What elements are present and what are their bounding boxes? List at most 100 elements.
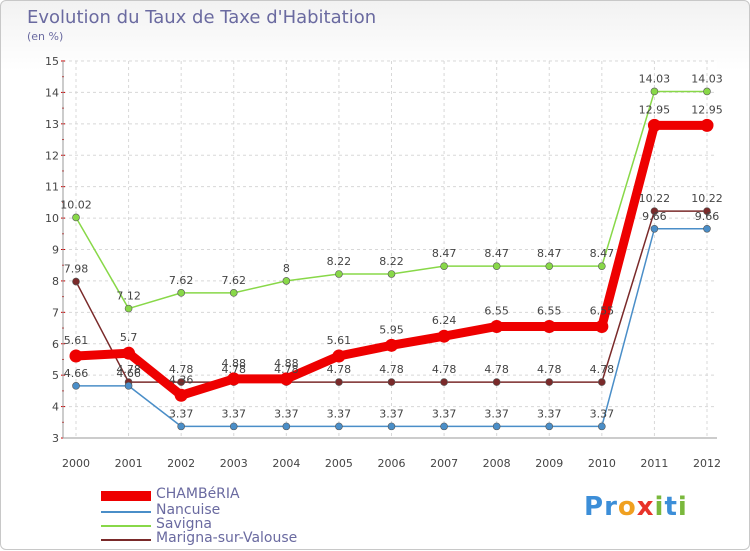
data-point-chamb-ria <box>700 118 714 132</box>
data-point-nancuise <box>387 422 396 431</box>
data-point-marigna-sur-valouse <box>598 378 606 386</box>
chart-subtitle: (en %) <box>27 30 64 43</box>
y-tick-label: 14 <box>45 86 59 99</box>
axes: 3 4 5 6 7 8 9 10 11 12 13 14 15 2000 2001 2002 2003 2004 2… <box>45 55 721 470</box>
data-label-marigna-sur-valouse: 4.78 <box>484 363 509 376</box>
data-point-marigna-sur-valouse <box>492 378 501 386</box>
x-tick-label: 2010 <box>588 457 616 470</box>
data-label-chamb-ria: 5.95 <box>379 323 404 336</box>
data-point-savigna <box>598 262 606 270</box>
data-point-savigna <box>387 270 396 278</box>
data-label-chamb-ria: 12.95 <box>639 103 671 116</box>
data-point-chamb-ria <box>279 372 293 386</box>
data-label-marigna-sur-valouse: 4.78 <box>222 363 247 376</box>
data-label-nancuise: 3.37 <box>537 407 562 420</box>
data-point-nancuise <box>229 422 238 431</box>
data-label-savigna: 8 <box>283 262 290 275</box>
logo-letter: i <box>654 492 665 522</box>
data-point-chamb-ria <box>227 372 241 386</box>
data-point-nancuise <box>598 422 606 431</box>
y-tick-label: 12 <box>45 149 59 162</box>
data-label-marigna-sur-valouse: 4.78 <box>537 363 562 376</box>
y-tick-label: 4 <box>52 401 59 414</box>
y-tick-label: 11 <box>45 181 59 194</box>
data-point-marigna-sur-valouse <box>440 378 448 386</box>
data-point-nancuise <box>282 422 291 431</box>
data-point-chamb-ria <box>174 388 188 402</box>
data-label-chamb-ria: 4.36 <box>169 373 194 386</box>
data-label-marigna-sur-valouse: 4.78 <box>590 363 615 376</box>
data-point-nancuise <box>703 224 711 233</box>
data-label-nancuise: 3.37 <box>590 407 615 420</box>
y-tick-label: 3 <box>52 432 59 445</box>
data-point-savigna <box>335 270 343 278</box>
data-label-savigna: 8.47 <box>590 247 615 260</box>
legend-label-marigna: Marigna-sur-Valouse <box>156 530 298 546</box>
x-tick-label: 2007 <box>430 457 458 470</box>
data-point-nancuise <box>440 422 448 431</box>
data-point-chamb-ria <box>69 349 83 363</box>
data-point-nancuise <box>650 224 659 233</box>
data-point-chamb-ria <box>385 338 398 352</box>
logo-letter: i <box>677 492 688 522</box>
y-tick-label: 9 <box>52 244 59 257</box>
data-label-nancuise: 3.37 <box>222 407 247 420</box>
data-label-savigna: 8.22 <box>327 255 352 268</box>
data-label-chamb-ria: 6.55 <box>484 304 509 317</box>
y-tick-label: 15 <box>45 55 59 68</box>
data-label-nancuise: 3.37 <box>327 407 352 420</box>
data-point-chamb-ria <box>542 319 556 333</box>
logo-letter: t <box>664 492 678 522</box>
data-label-marigna-sur-valouse: 4.78 <box>169 363 194 376</box>
data-label-chamb-ria: 12.95 <box>691 103 723 116</box>
data-label-chamb-ria: 5.7 <box>120 331 138 344</box>
data-label-savigna: 10.02 <box>60 198 92 211</box>
data-point-savigna <box>282 277 291 285</box>
data-point-savigna <box>440 262 448 270</box>
x-tick-label: 2004 <box>272 457 300 470</box>
data-point-chamb-ria <box>595 319 609 333</box>
x-tick-label: 2009 <box>535 457 563 470</box>
data-label-marigna-sur-valouse: 4.78 <box>274 363 299 376</box>
data-label-savigna: 8.47 <box>484 247 509 260</box>
data-label-marigna-sur-valouse: 4.78 <box>379 363 404 376</box>
data-point-savigna <box>72 213 80 222</box>
data-label-nancuise: 4.66 <box>116 367 141 380</box>
data-point-marigna-sur-valouse <box>335 378 343 386</box>
data-point-chamb-ria <box>647 118 661 132</box>
data-point-chamb-ria <box>332 349 346 363</box>
data-label-savigna: 7.12 <box>116 290 141 303</box>
data-label-nancuise: 9.66 <box>695 210 720 223</box>
data-point-marigna-sur-valouse <box>72 277 80 286</box>
x-tick-label: 2011 <box>640 457 668 470</box>
data-point-marigna-sur-valouse <box>703 207 711 215</box>
series-layer <box>69 87 714 431</box>
data-label-nancuise: 4.66 <box>64 367 89 380</box>
x-tick-label: 2005 <box>325 457 353 470</box>
logo-letter: x <box>636 492 655 522</box>
data-label-chamb-ria: 4.88 <box>274 357 299 370</box>
legend-label-nancuise: Nancuise <box>156 502 221 518</box>
data-point-savigna <box>545 262 554 270</box>
data-label-marigna-sur-valouse: 4.78 <box>327 363 352 376</box>
data-label-chamb-ria: 4.88 <box>222 357 247 370</box>
y-tick-label: 7 <box>52 306 59 319</box>
data-label-marigna-sur-valouse: 7.98 <box>64 263 89 276</box>
x-tick-label: 2012 <box>693 457 721 470</box>
data-label-savigna: 14.03 <box>639 72 671 85</box>
data-point-chamb-ria <box>490 319 504 333</box>
legend-swatch-savigna <box>101 525 151 527</box>
x-tick-label: 2001 <box>115 457 143 470</box>
data-label-marigna-sur-valouse: 4.78 <box>432 363 457 376</box>
logo-letter: r <box>604 492 618 522</box>
data-label-chamb-ria: 6.55 <box>537 304 562 317</box>
data-label-chamb-ria: 6.55 <box>590 304 615 317</box>
data-label-savigna: 7.62 <box>222 274 247 287</box>
data-point-savigna <box>124 304 133 313</box>
data-label-savigna: 7.62 <box>169 274 194 287</box>
data-labels: 7.98 4.78 4.78 4.78 4.78 4.78 4.78 4.78 4.78 4.78… <box>60 72 723 420</box>
data-point-nancuise <box>72 382 80 390</box>
data-point-chamb-ria <box>437 329 451 343</box>
data-point-nancuise <box>177 422 185 431</box>
data-point-chamb-ria <box>122 346 136 360</box>
